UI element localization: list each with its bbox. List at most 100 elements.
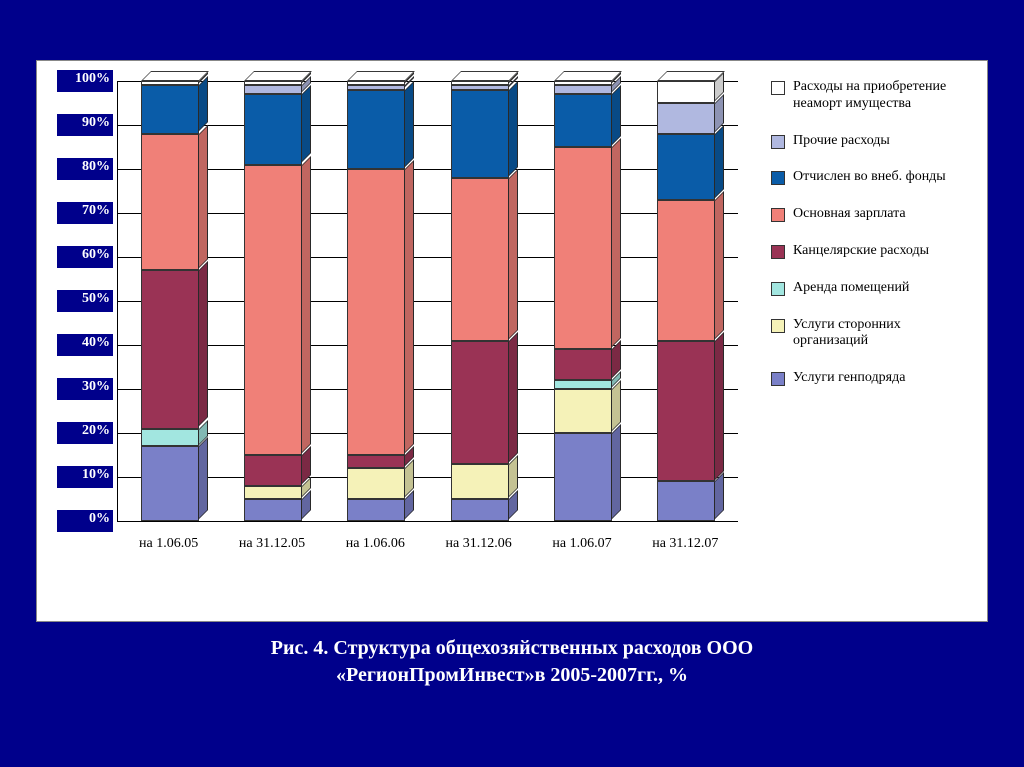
y-tick-label: 20% xyxy=(57,422,113,444)
bar-segment-uslugi_genpodryada xyxy=(141,446,199,521)
y-tick-label: 50% xyxy=(57,290,113,312)
grid-line xyxy=(118,125,738,126)
y-tick-label: 30% xyxy=(57,378,113,400)
bar-segment-uslugi_genpodryada xyxy=(451,499,509,521)
chart-box: 0%10%20%30%40%50%60%70%80%90%100% на 1.0… xyxy=(36,60,988,622)
bar-segment-prochie xyxy=(244,85,302,94)
bar-top-cap xyxy=(141,71,209,81)
bar-top-cap xyxy=(657,71,725,81)
legend-item-prochie: Прочие расходы xyxy=(771,133,975,150)
grid-line xyxy=(118,169,738,170)
x-tick-label: на 31.12.05 xyxy=(222,536,322,552)
bar-top-cap xyxy=(347,71,415,81)
bar-top-cap xyxy=(554,71,622,81)
caption-line-2: «РегионПромИнвест»в 2005-2007гг., % xyxy=(336,664,688,686)
legend-item-otchisl: Отчислен во внеб. фонды xyxy=(771,169,975,186)
caption-line-1: Рис. 4. Структура общехозяйственных расх… xyxy=(271,637,753,659)
bar-segment-uslugi_storonnih xyxy=(347,468,405,499)
bar-segment-kants xyxy=(347,455,405,468)
bar-group xyxy=(244,81,314,521)
bar-segment-uslugi_storonnih xyxy=(244,486,302,499)
bar-segment-kants xyxy=(244,455,302,486)
bar-segment-uslugi_genpodryada xyxy=(347,499,405,521)
bar-group xyxy=(451,81,521,521)
bar-segment-zarplata xyxy=(141,134,199,270)
y-tick-label: 40% xyxy=(57,334,113,356)
bar-segment-otchisl xyxy=(141,85,199,133)
legend-item-uslugi_genpodryada: Услуги генподряда xyxy=(771,370,975,387)
legend-label: Аренда помещений xyxy=(793,280,975,297)
bar-segment-zarplata xyxy=(554,147,612,349)
bar-segment-arenda xyxy=(141,429,199,447)
legend-swatch xyxy=(771,319,785,333)
bar-segment-neamort xyxy=(554,81,612,85)
bar-segment-zarplata xyxy=(244,165,302,455)
legend-label: Канцелярские расходы xyxy=(793,243,975,260)
x-tick-label: на 31.12.07 xyxy=(635,536,735,552)
bar-segment-kants xyxy=(554,349,612,380)
legend-swatch xyxy=(771,245,785,259)
bar-segment-uslugi_storonnih xyxy=(554,389,612,433)
x-tick-label: на 1.06.06 xyxy=(325,536,425,552)
legend: Расходы на приобретение неаморт имуществ… xyxy=(771,79,975,407)
x-tick-label: на 31.12.06 xyxy=(429,536,529,552)
bar-segment-kants xyxy=(657,341,715,482)
y-tick-label: 0% xyxy=(57,510,113,532)
legend-swatch xyxy=(771,372,785,386)
grid-line xyxy=(118,213,738,214)
grid-line xyxy=(118,345,738,346)
grid-line xyxy=(118,81,738,82)
grid-line xyxy=(118,433,738,434)
grid-line xyxy=(118,477,738,478)
bar-group xyxy=(554,81,624,521)
y-tick-label: 60% xyxy=(57,246,113,268)
chart-caption: Рис. 4. Структура общехозяйственных расх… xyxy=(0,635,1024,689)
y-tick-label: 10% xyxy=(57,466,113,488)
legend-label: Основная зарплата xyxy=(793,206,975,223)
bar-segment-zarplata xyxy=(347,169,405,455)
legend-swatch xyxy=(771,208,785,222)
legend-item-kants: Канцелярские расходы xyxy=(771,243,975,260)
bar-segment-otchisl xyxy=(244,94,302,164)
bar-segment-neamort xyxy=(657,81,715,103)
bar-segment-uslugi_storonnih xyxy=(451,464,509,499)
legend-swatch xyxy=(771,135,785,149)
bar-top-cap xyxy=(451,71,519,81)
bar-segment-otchisl xyxy=(657,134,715,200)
legend-item-neamort: Расходы на приобретение неаморт имуществ… xyxy=(771,79,975,113)
bar-top-cap xyxy=(244,71,312,81)
legend-label: Услуги сторонних организаций xyxy=(793,317,975,351)
bar-segment-prochie xyxy=(657,103,715,134)
y-tick-label: 80% xyxy=(57,158,113,180)
grid-line xyxy=(118,389,738,390)
legend-label: Отчислен во внеб. фонды xyxy=(793,169,975,186)
bar-segment-prochie xyxy=(451,85,509,89)
x-tick-label: на 1.06.07 xyxy=(532,536,632,552)
bar-segment-prochie xyxy=(554,85,612,94)
bar-segment-neamort xyxy=(451,81,509,85)
legend-swatch xyxy=(771,282,785,296)
legend-item-uslugi_storonnih: Услуги сторонних организаций xyxy=(771,317,975,351)
bar-segment-neamort xyxy=(244,81,302,85)
bar-segment-otchisl xyxy=(451,90,509,178)
bar-segment-arenda xyxy=(554,380,612,389)
bar-segment-kants xyxy=(141,270,199,428)
bar-segment-neamort xyxy=(141,81,199,85)
slide: 0%10%20%30%40%50%60%70%80%90%100% на 1.0… xyxy=(0,0,1024,767)
bar-segment-otchisl xyxy=(347,90,405,169)
bar-segment-zarplata xyxy=(451,178,509,341)
bar-segment-zarplata xyxy=(657,200,715,341)
y-tick-label: 90% xyxy=(57,114,113,136)
grid-line xyxy=(118,257,738,258)
legend-swatch xyxy=(771,171,785,185)
legend-swatch xyxy=(771,81,785,95)
bar-group xyxy=(141,81,211,521)
legend-label: Расходы на приобретение неаморт имуществ… xyxy=(793,79,975,113)
y-tick-label: 70% xyxy=(57,202,113,224)
x-tick-label: на 1.06.05 xyxy=(119,536,219,552)
bar-segment-otchisl xyxy=(554,94,612,147)
bar-segment-uslugi_genpodryada xyxy=(554,433,612,521)
bar-segment-neamort xyxy=(347,81,405,85)
legend-item-arenda: Аренда помещений xyxy=(771,280,975,297)
bar-segment-prochie xyxy=(347,85,405,89)
